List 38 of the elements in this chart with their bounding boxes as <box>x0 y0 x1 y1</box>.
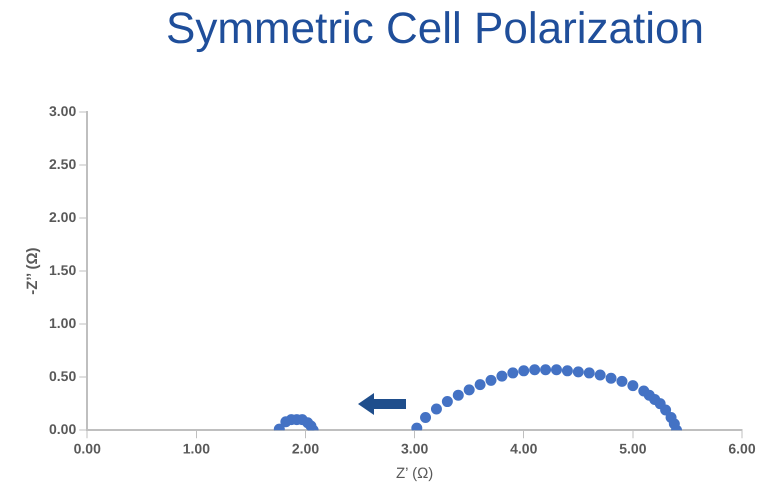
point <box>572 366 584 378</box>
point <box>606 372 617 384</box>
point <box>518 365 530 376</box>
point <box>474 379 486 390</box>
x-tick-label: 0.00 <box>74 440 102 456</box>
y-tick-label: 0.50 <box>49 368 76 384</box>
y-tick-label: 1.00 <box>49 314 76 331</box>
x-tick-label: 4.00 <box>510 440 538 456</box>
y-tick-label: 2.00 <box>49 208 76 225</box>
point <box>420 412 432 423</box>
chart-title: Symmetric Cell Polarization <box>165 4 705 54</box>
y-tick-label: 3.00 <box>49 102 76 119</box>
y-tick-label: 0.00 <box>49 421 76 438</box>
point <box>550 364 562 376</box>
point <box>627 380 638 392</box>
point <box>540 364 552 376</box>
y-axis-title: -Z’’ (Ω) <box>24 247 42 295</box>
point <box>486 374 497 386</box>
point <box>562 365 573 376</box>
x-tick-label: 2.00 <box>292 440 320 456</box>
x-tick-label: 3.00 <box>401 440 428 456</box>
point <box>430 403 442 414</box>
point <box>594 370 606 381</box>
point <box>616 376 628 387</box>
x-tick-label: 5.00 <box>619 440 647 456</box>
y-tick-label: 1.50 <box>49 262 76 278</box>
x-axis-title: Z’ (Ω) <box>396 465 434 482</box>
point <box>496 370 508 382</box>
point <box>507 367 518 378</box>
point <box>584 367 595 378</box>
point <box>529 364 540 376</box>
point <box>442 396 453 408</box>
x-tick-label: 6.00 <box>728 440 756 456</box>
point <box>452 390 464 401</box>
x-tick-label: 1.00 <box>182 440 210 456</box>
y-tick-label: 2.50 <box>49 156 76 172</box>
point <box>660 404 672 416</box>
point <box>464 384 475 396</box>
